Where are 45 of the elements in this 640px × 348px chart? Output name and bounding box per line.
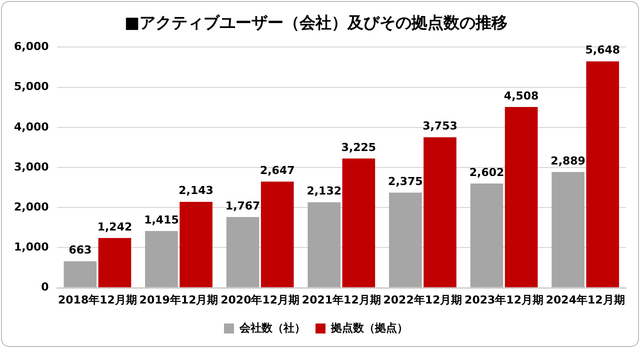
legend-label: 会社数（社）	[238, 321, 306, 334]
data-label: 2,143	[178, 184, 214, 198]
x-tick-label: 2023年12月期	[464, 293, 544, 306]
data-label: 1,242	[97, 220, 132, 234]
data-label: 1,767	[225, 199, 260, 212]
bar	[308, 202, 341, 288]
y-tick-label: 0	[41, 280, 50, 294]
data-label: 2,602	[469, 166, 504, 179]
bar	[180, 202, 212, 288]
y-tick-label: 2,000	[14, 200, 50, 214]
x-tick-label: 2021年12月期	[302, 293, 381, 306]
bar	[145, 231, 178, 288]
bar	[586, 61, 620, 288]
bar	[552, 172, 584, 288]
data-label: 2,889	[550, 154, 586, 168]
bar	[424, 137, 456, 288]
bar	[504, 107, 538, 288]
x-tick-label: 2019年12月期	[139, 293, 218, 306]
legend-label: 拠点数（拠点）	[330, 321, 408, 334]
x-tick-label: 2022年12月期	[383, 293, 462, 306]
bar	[389, 192, 422, 288]
data-label: 3,225	[341, 140, 376, 154]
y-tick-label: 6,000	[14, 40, 50, 54]
bar	[342, 158, 376, 288]
bar	[64, 261, 97, 288]
y-tick-label: 4,000	[14, 120, 50, 134]
data-label: 3,753	[422, 120, 458, 133]
x-tick-label: 2018年12月期	[58, 293, 137, 306]
y-tick-label: 1,000	[14, 240, 50, 254]
data-label: 1,415	[144, 213, 179, 226]
data-label: 2,375	[388, 174, 423, 188]
y-tick-label: 5,000	[14, 80, 50, 94]
data-label: 663	[68, 244, 92, 257]
bar	[260, 182, 294, 288]
data-label: 5,648	[585, 44, 620, 57]
x-tick-label: 2024年12月期	[546, 293, 625, 306]
x-tick-label: 2020年12月期	[220, 293, 300, 306]
bar	[226, 216, 260, 288]
data-label: 2,132	[306, 184, 342, 198]
chart-title: ■アクティブユーザー（会社）及びその拠点数の推移	[124, 12, 508, 32]
data-label: 4,508	[504, 89, 539, 102]
bar	[98, 238, 132, 288]
bar	[470, 183, 504, 288]
y-tick-label: 3,000	[14, 160, 50, 174]
data-label: 2,647	[260, 164, 295, 178]
